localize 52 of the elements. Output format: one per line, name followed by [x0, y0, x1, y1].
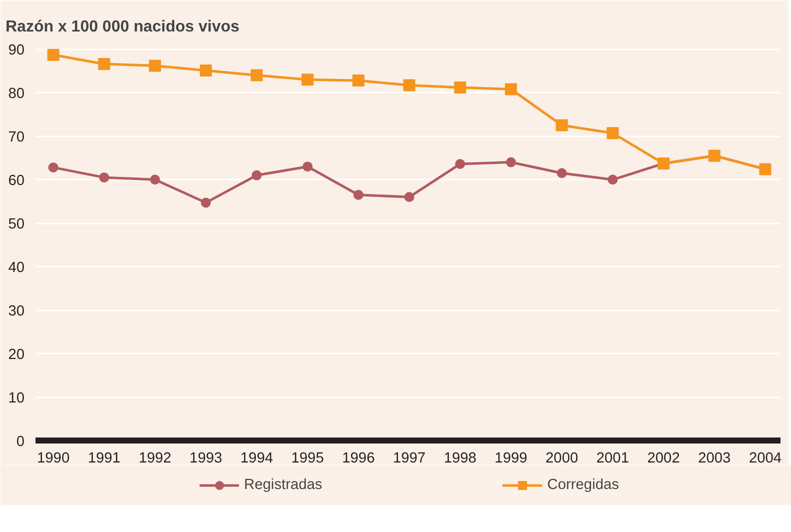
- point: [47, 48, 60, 61]
- x-tick-label: 2000: [546, 450, 578, 466]
- point: [454, 81, 466, 94]
- point: [250, 69, 263, 82]
- x-tick-label: 1995: [291, 450, 324, 466]
- point: [149, 60, 162, 72]
- x-tick-label: 2003: [698, 450, 731, 466]
- y-tick-label: 20: [8, 347, 25, 364]
- point: [252, 170, 262, 180]
- y-tick-label: 90: [8, 42, 25, 59]
- x-tick-label: 1993: [190, 450, 222, 466]
- y-tick-label: 10: [8, 390, 25, 407]
- x-tick-label: 1999: [494, 450, 528, 466]
- point: [403, 79, 416, 92]
- point: [556, 119, 568, 132]
- point: [99, 172, 110, 182]
- x-tick-label: 1997: [392, 450, 426, 466]
- point: [404, 192, 414, 202]
- y-tick-label: 30: [8, 304, 25, 320]
- point: [606, 127, 619, 140]
- point: [352, 74, 364, 86]
- y-tick-label: 70: [8, 130, 25, 146]
- point: [302, 74, 314, 86]
- legend-label: Corregidas: [547, 477, 619, 493]
- point: [504, 83, 517, 96]
- point: [455, 158, 466, 169]
- point: [353, 190, 364, 200]
- y-tick-label: 0: [16, 434, 25, 450]
- point: [302, 162, 313, 172]
- point: [556, 168, 567, 178]
- legend-label: Registradas: [244, 477, 322, 493]
- point: [200, 198, 211, 208]
- x-tick-label: 1992: [138, 450, 172, 466]
- x-tick-label: 1998: [444, 450, 476, 466]
- y-tick-label: 50: [8, 216, 25, 233]
- x-tick-label: 1994: [240, 450, 274, 466]
- x-tick-label: 1991: [88, 450, 120, 466]
- x-tick-label: 1996: [342, 450, 375, 466]
- x-tick-label: 2004: [748, 450, 782, 466]
- point: [48, 162, 58, 172]
- y-tick-label: 40: [8, 260, 25, 276]
- point: [200, 64, 212, 76]
- chart-title: Razón x 100 000 nacidos vivos: [6, 18, 240, 36]
- x-tick-label: 1990: [36, 450, 70, 466]
- point: [150, 174, 160, 185]
- y-tick-label: 80: [8, 86, 25, 102]
- point: [98, 58, 110, 70]
- x-tick-label: 2002: [647, 450, 680, 466]
- point: [506, 157, 516, 168]
- x-tick-label: 2001: [596, 450, 629, 466]
- point: [608, 174, 618, 185]
- y-tick-label: 60: [8, 173, 25, 190]
